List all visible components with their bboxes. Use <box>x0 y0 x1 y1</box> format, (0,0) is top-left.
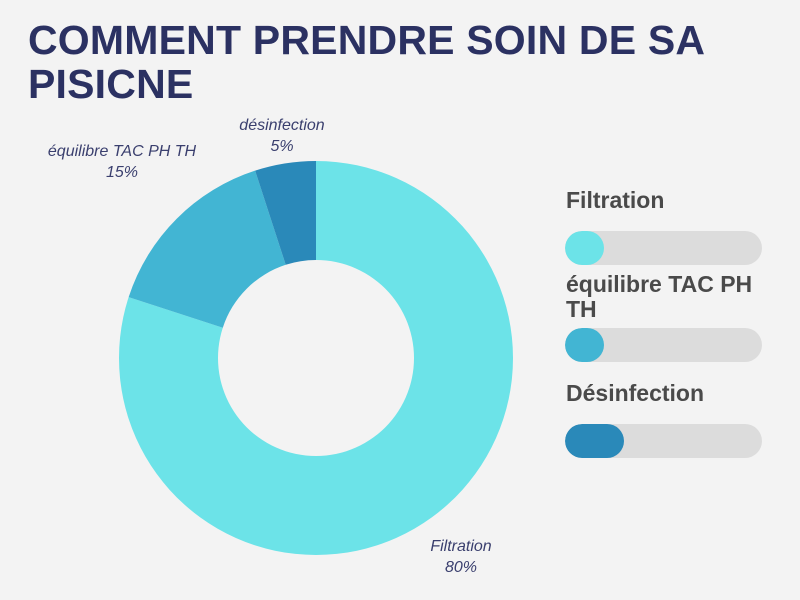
legend-bar-fill-desinfection <box>565 424 625 458</box>
slice-filtration <box>118 161 513 555</box>
legend-label-equilibre: équilibre TAC PH TH <box>566 271 753 322</box>
slice-value-filtration: 80% <box>445 559 477 576</box>
legend-bar-fill-equilibre <box>565 328 605 362</box>
slice-equilibre <box>128 170 286 328</box>
legend-label-desinfection: Désinfection <box>566 380 705 406</box>
legend-bar-equilibre <box>565 328 762 362</box>
slice-value-equilibre: 15% <box>106 164 138 181</box>
slice-label-equilibre: équilibre TAC PH TH <box>48 143 197 160</box>
legend-label-filtration: Filtration <box>566 187 665 213</box>
legend-bar-fill-filtration <box>565 231 605 265</box>
slice-label-filtration: Filtration <box>430 538 491 555</box>
slice-desinfection <box>255 161 316 265</box>
slice-value-desinfection: 5% <box>270 138 293 155</box>
legend-bar-desinfection <box>565 424 762 458</box>
slice-label-desinfection: désinfection <box>239 117 324 134</box>
legend-bar-filtration <box>565 231 762 265</box>
page-title: COMMENT PRENDRE SOIN DE SA PISICNE <box>28 17 704 107</box>
